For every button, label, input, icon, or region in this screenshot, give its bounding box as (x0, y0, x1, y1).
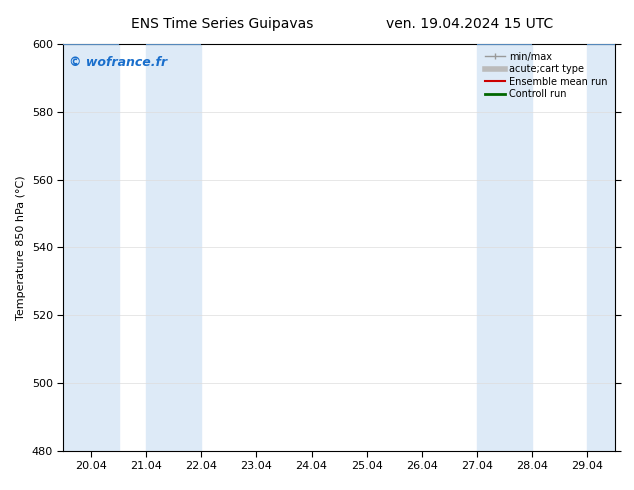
Bar (146, 44, 202, 451)
Bar (477, 44, 533, 451)
Bar (588, 44, 615, 451)
Legend: min/max, acute;cart type, Ensemble mean run, Controll run: min/max, acute;cart type, Ensemble mean … (482, 49, 610, 102)
Text: © wofrance.fr: © wofrance.fr (69, 56, 167, 69)
Text: ENS Time Series Guipavas: ENS Time Series Guipavas (131, 17, 313, 31)
Y-axis label: Temperature 850 hPa (°C): Temperature 850 hPa (°C) (16, 175, 26, 320)
Bar (63, 44, 119, 451)
Text: ven. 19.04.2024 15 UTC: ven. 19.04.2024 15 UTC (385, 17, 553, 31)
